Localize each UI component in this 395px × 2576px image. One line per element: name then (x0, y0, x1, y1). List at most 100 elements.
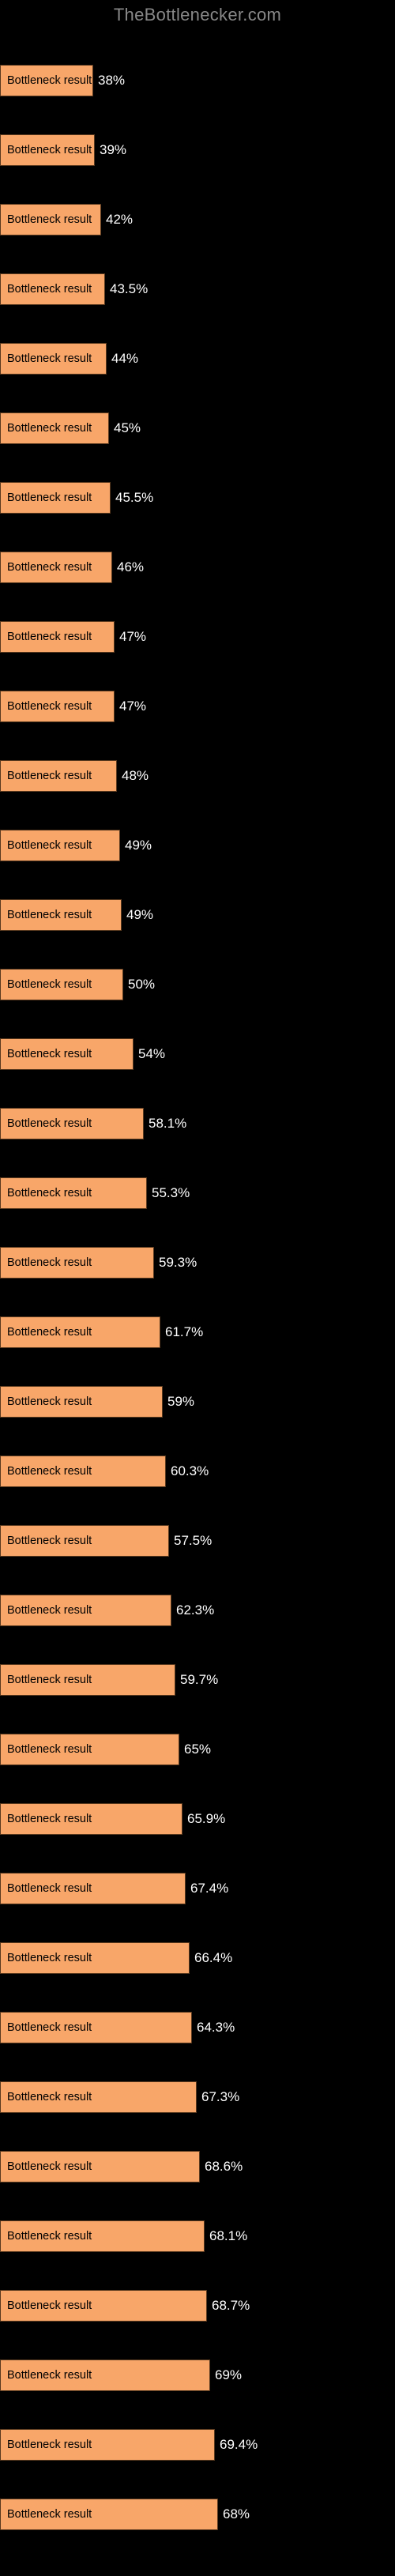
bar-wrap: Bottleneck result59% (0, 1386, 395, 1418)
value-label: 68.6% (205, 2159, 243, 2175)
bar: Bottleneck result (0, 1247, 154, 1279)
bar-wrap: Bottleneck result42% (0, 204, 395, 235)
chart-row: Bottleneck result 59.7% (0, 1640, 395, 1710)
value-label: 48% (122, 768, 149, 784)
axis-label: Bottleneck result (7, 2439, 92, 2451)
page-header: TheBottlenecker.com (0, 5, 395, 25)
bar: Bottleneck result (0, 2012, 192, 2043)
value-label: 57.5% (174, 1533, 212, 1549)
value-label: 45.5% (115, 490, 153, 506)
bar: Bottleneck result (0, 2290, 207, 2322)
chart-row: Bottleneck result 68.7% (0, 2266, 395, 2336)
bar-wrap: Bottleneck result46% (0, 552, 395, 583)
chart-row: Bottleneck result68.1% (0, 2197, 395, 2266)
value-label: 69.4% (220, 2437, 258, 2453)
bar-wrap: Bottleneck result64.3% (0, 2012, 395, 2043)
chart-row: Bottleneck result47% (0, 667, 395, 736)
bar: Bottleneck result (0, 1664, 175, 1696)
axis-label: Bottleneck result (7, 2369, 92, 2382)
value-label: 66.4% (194, 1950, 232, 1966)
value-label: 59% (167, 1394, 194, 1410)
value-label: 58.1% (149, 1116, 186, 1132)
chart-row: Bottleneck result 68.6% (0, 2127, 395, 2197)
axis-label: Bottleneck result (7, 352, 92, 365)
value-label: 68% (223, 2506, 250, 2522)
bar: Bottleneck result (0, 1803, 182, 1835)
chart-row: Bottleneck result 44% (0, 319, 395, 389)
chart-row: Bottleneck result 59.3% (0, 1223, 395, 1293)
value-label: 47% (119, 629, 146, 645)
chart-row: Bottleneck result 65.9% (0, 1779, 395, 1849)
value-label: 65.9% (187, 1811, 225, 1827)
bar: Bottleneck result (0, 2151, 200, 2182)
bar-wrap: Bottleneck result68.1% (0, 2220, 395, 2252)
chart-row: Bottleneck result46% (0, 528, 395, 597)
bar: Bottleneck result (0, 2359, 210, 2391)
bar: Bottleneck result (0, 830, 120, 861)
value-label: 61.7% (165, 1324, 203, 1340)
chart-row: Bottleneck result54% (0, 1015, 395, 1084)
bar-wrap: Bottleneck result65% (0, 1734, 395, 1765)
bar-wrap: Bottleneck result54% (0, 1038, 395, 1070)
chart-row: Bottleneck result 67.4% (0, 1849, 395, 1919)
axis-label: Bottleneck result (7, 283, 92, 296)
chart-row: Bottleneck result39% (0, 111, 395, 180)
axis-label: Bottleneck result (7, 1187, 92, 1199)
axis-label: Bottleneck result (7, 422, 92, 435)
value-label: 49% (126, 907, 153, 923)
bar-wrap: Bottleneck result38% (0, 65, 395, 96)
axis-label: Bottleneck result (7, 2021, 92, 2034)
bar-wrap: Bottleneck result 69.4% (0, 2429, 395, 2461)
bar-wrap: Bottleneck result 68.7% (0, 2290, 395, 2322)
bar: Bottleneck result (0, 1108, 144, 1139)
bar-wrap: Bottleneck result 57.5% (0, 1525, 395, 1557)
bar: Bottleneck result (0, 2081, 197, 2113)
axis-label: Bottleneck result (7, 1535, 92, 1547)
value-label: 55.3% (152, 1185, 190, 1201)
chart-row: Bottleneck result62.3% (0, 1571, 395, 1640)
page-root: TheBottlenecker.com Bottleneck result38%… (0, 0, 395, 2576)
chart-row: Bottleneck result59% (0, 1362, 395, 1432)
value-label: 67.4% (190, 1881, 228, 1896)
chart-row: Bottleneck result61.7% (0, 1293, 395, 1362)
site-link[interactable]: TheBottlenecker.com (114, 5, 281, 24)
value-label: 59.7% (180, 1672, 218, 1688)
bar: Bottleneck result (0, 1038, 134, 1070)
bar: Bottleneck result (0, 412, 109, 444)
bar: Bottleneck result (0, 134, 95, 166)
bar: Bottleneck result (0, 1942, 190, 1974)
axis-label: Bottleneck result (7, 700, 92, 713)
bar-wrap: Bottleneck result39% (0, 134, 395, 166)
bar: Bottleneck result (0, 1595, 171, 1626)
chart-row: Bottleneck result66.4% (0, 1919, 395, 1988)
value-label: 42% (106, 212, 133, 228)
chart-row: Bottleneck result 57.5% (0, 1501, 395, 1571)
axis-label: Bottleneck result (7, 1882, 92, 1895)
axis-label: Bottleneck result (7, 839, 92, 852)
bar: Bottleneck result (0, 2429, 215, 2461)
bar-wrap: Bottleneck result 44% (0, 343, 395, 375)
axis-label: Bottleneck result (7, 909, 92, 921)
axis-label: Bottleneck result (7, 1813, 92, 1825)
bar: Bottleneck result (0, 1525, 169, 1557)
chart-row: Bottleneck result38% (0, 41, 395, 111)
chart-row: Bottleneck result45% (0, 389, 395, 458)
chart-row: Bottleneck result 49% (0, 876, 395, 945)
bar-wrap: Bottleneck result69% (0, 2359, 395, 2391)
value-label: 59.3% (159, 1255, 197, 1271)
value-label: 44% (111, 351, 138, 367)
chart-row: Bottleneck result 48% (0, 736, 395, 806)
bar: Bottleneck result (0, 760, 117, 792)
chart-row: Bottleneck result45.5% (0, 458, 395, 528)
value-label: 68.7% (212, 2298, 250, 2314)
bar: Bottleneck result (0, 552, 112, 583)
value-label: 67.3% (201, 2089, 239, 2105)
bar: Bottleneck result (0, 343, 107, 375)
bar-wrap: Bottleneck result66.4% (0, 1942, 395, 1974)
bar-wrap: Bottleneck result 59.3% (0, 1247, 395, 1279)
chart-row: Bottleneck result60.3% (0, 1432, 395, 1501)
value-label: 65% (184, 1742, 211, 1757)
bar: Bottleneck result (0, 969, 123, 1000)
chart-row: Bottleneck result50% (0, 945, 395, 1015)
bar: Bottleneck result (0, 65, 93, 96)
